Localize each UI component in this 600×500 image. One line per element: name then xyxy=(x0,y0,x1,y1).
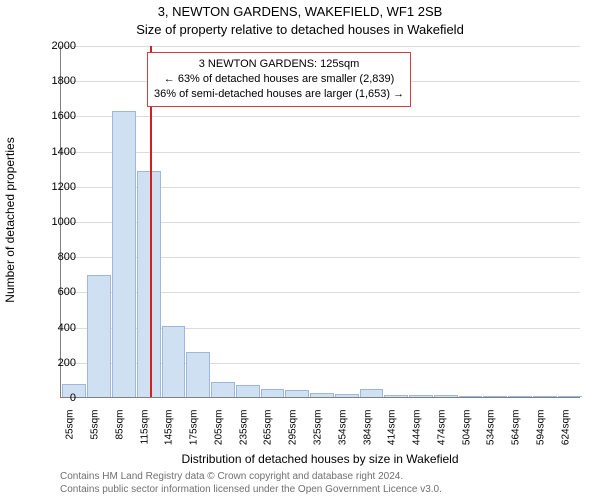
histogram-bar xyxy=(211,382,235,397)
y-axis-label: Number of detached properties xyxy=(3,137,17,302)
y-tick-label: 800 xyxy=(44,251,76,263)
gridline-h xyxy=(61,152,580,153)
plot-area: 3 NEWTON GARDENS: 125sqm← 63% of detache… xyxy=(60,46,580,398)
histogram-bar xyxy=(112,111,136,397)
histogram-bar xyxy=(409,395,433,397)
y-tick-label: 1600 xyxy=(44,110,76,122)
histogram-bar xyxy=(335,394,359,397)
y-tick-label: 2000 xyxy=(44,40,76,52)
histogram-bar xyxy=(186,352,210,397)
y-tick-label: 1800 xyxy=(44,75,76,87)
x-axis-label: Distribution of detached houses by size … xyxy=(60,452,580,466)
y-tick-label: 0 xyxy=(44,392,76,404)
histogram-bar xyxy=(360,389,384,397)
chart-title-main: 3, NEWTON GARDENS, WAKEFIELD, WF1 2SB xyxy=(0,4,600,19)
histogram-bar xyxy=(285,390,309,397)
histogram-bar xyxy=(533,396,557,397)
y-tick-label: 1400 xyxy=(44,146,76,158)
y-tick-label: 1200 xyxy=(44,181,76,193)
callout-line: 36% of semi-detached houses are larger (… xyxy=(154,87,404,102)
histogram-bar xyxy=(459,396,483,397)
histogram-chart: 3, NEWTON GARDENS, WAKEFIELD, WF1 2SB Si… xyxy=(0,0,600,500)
histogram-bar xyxy=(434,395,458,397)
callout-line: 3 NEWTON GARDENS: 125sqm xyxy=(154,57,404,72)
footer-attribution: Contains HM Land Registry data © Crown c… xyxy=(60,470,590,496)
y-tick-label: 1000 xyxy=(44,216,76,228)
chart-title-sub: Size of property relative to detached ho… xyxy=(0,22,600,37)
gridline-h xyxy=(61,46,580,47)
y-tick-label: 400 xyxy=(44,322,76,334)
callout-line: ← 63% of detached houses are smaller (2,… xyxy=(154,72,404,87)
histogram-bar xyxy=(310,393,334,397)
footer-line-1: Contains HM Land Registry data © Crown c… xyxy=(60,470,590,483)
histogram-bar xyxy=(87,275,111,397)
histogram-bar xyxy=(236,385,260,397)
y-tick-label: 600 xyxy=(44,286,76,298)
histogram-bar xyxy=(508,396,532,397)
histogram-bar xyxy=(483,396,507,397)
histogram-bar xyxy=(558,396,582,397)
gridline-h xyxy=(61,116,580,117)
y-tick-label: 200 xyxy=(44,357,76,369)
histogram-bar xyxy=(137,171,161,397)
histogram-bar xyxy=(261,389,285,397)
callout-box: 3 NEWTON GARDENS: 125sqm← 63% of detache… xyxy=(147,52,411,107)
histogram-bar xyxy=(384,395,408,397)
footer-line-2: Contains public sector information licen… xyxy=(60,483,590,496)
histogram-bar xyxy=(162,326,186,397)
